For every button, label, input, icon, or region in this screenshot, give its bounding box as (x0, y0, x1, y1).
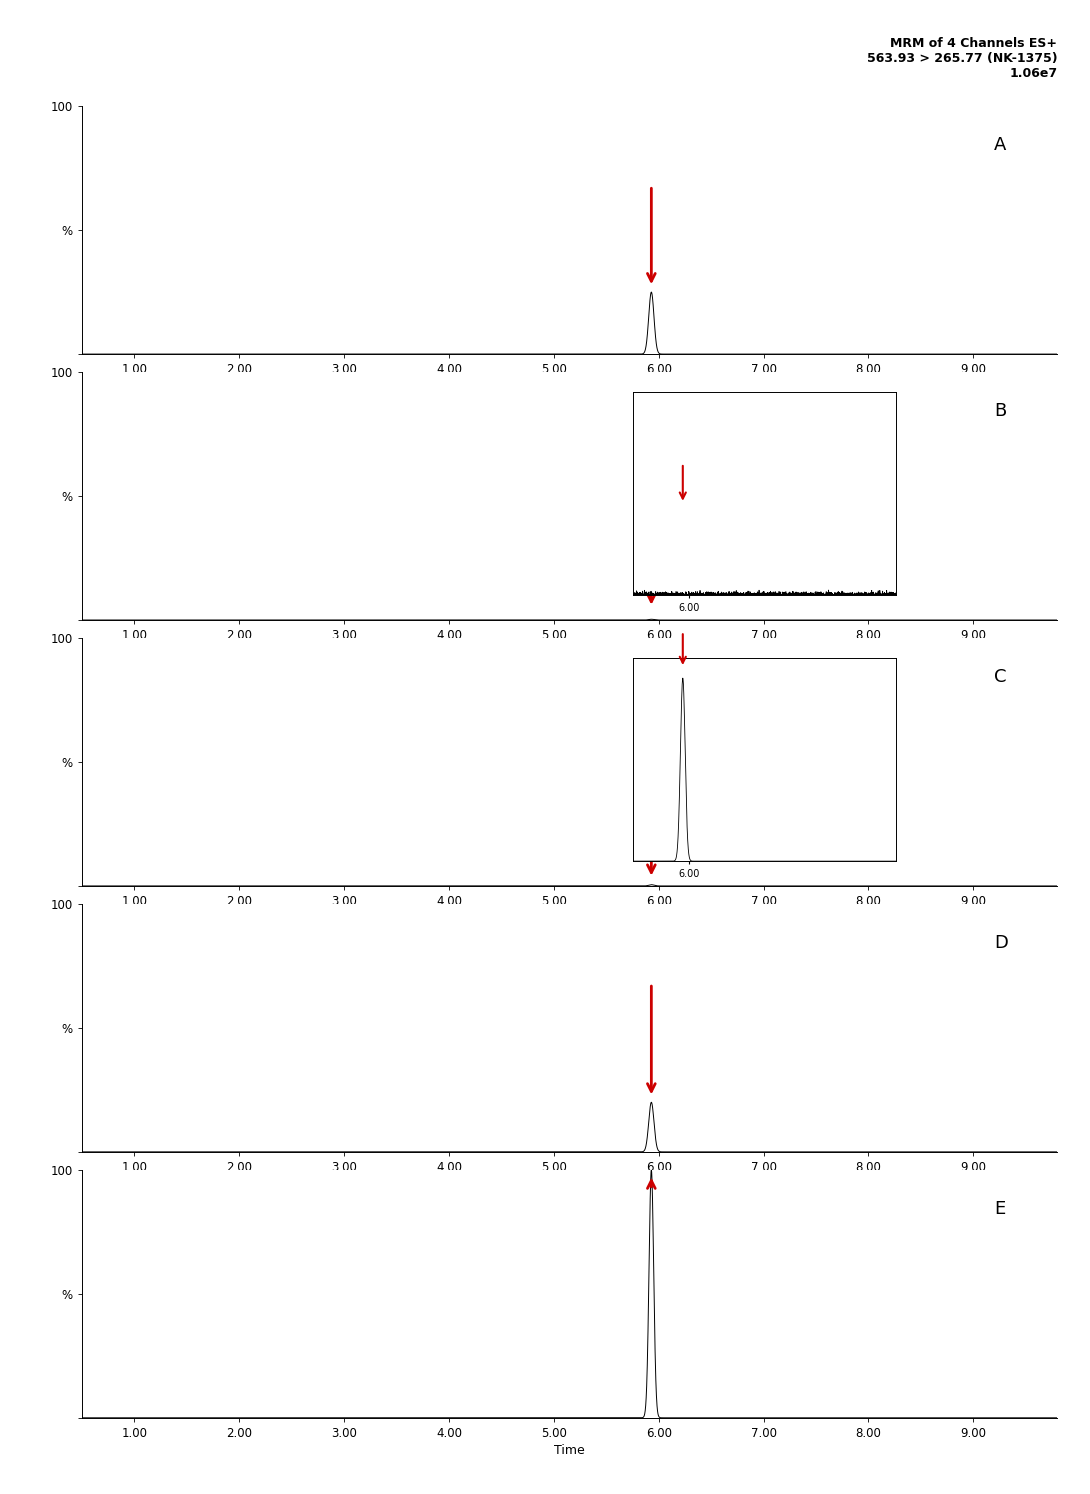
Text: B: B (994, 402, 1006, 420)
Text: C: C (994, 668, 1006, 686)
Text: E: E (994, 1200, 1005, 1218)
Text: MRM of 4 Channels ES+
563.93 > 265.77 (NK-1375)
1.06e7: MRM of 4 Channels ES+ 563.93 > 265.77 (N… (867, 37, 1057, 81)
Text: A: A (994, 136, 1006, 154)
Text: D: D (994, 934, 1008, 952)
X-axis label: Time: Time (554, 1445, 585, 1457)
